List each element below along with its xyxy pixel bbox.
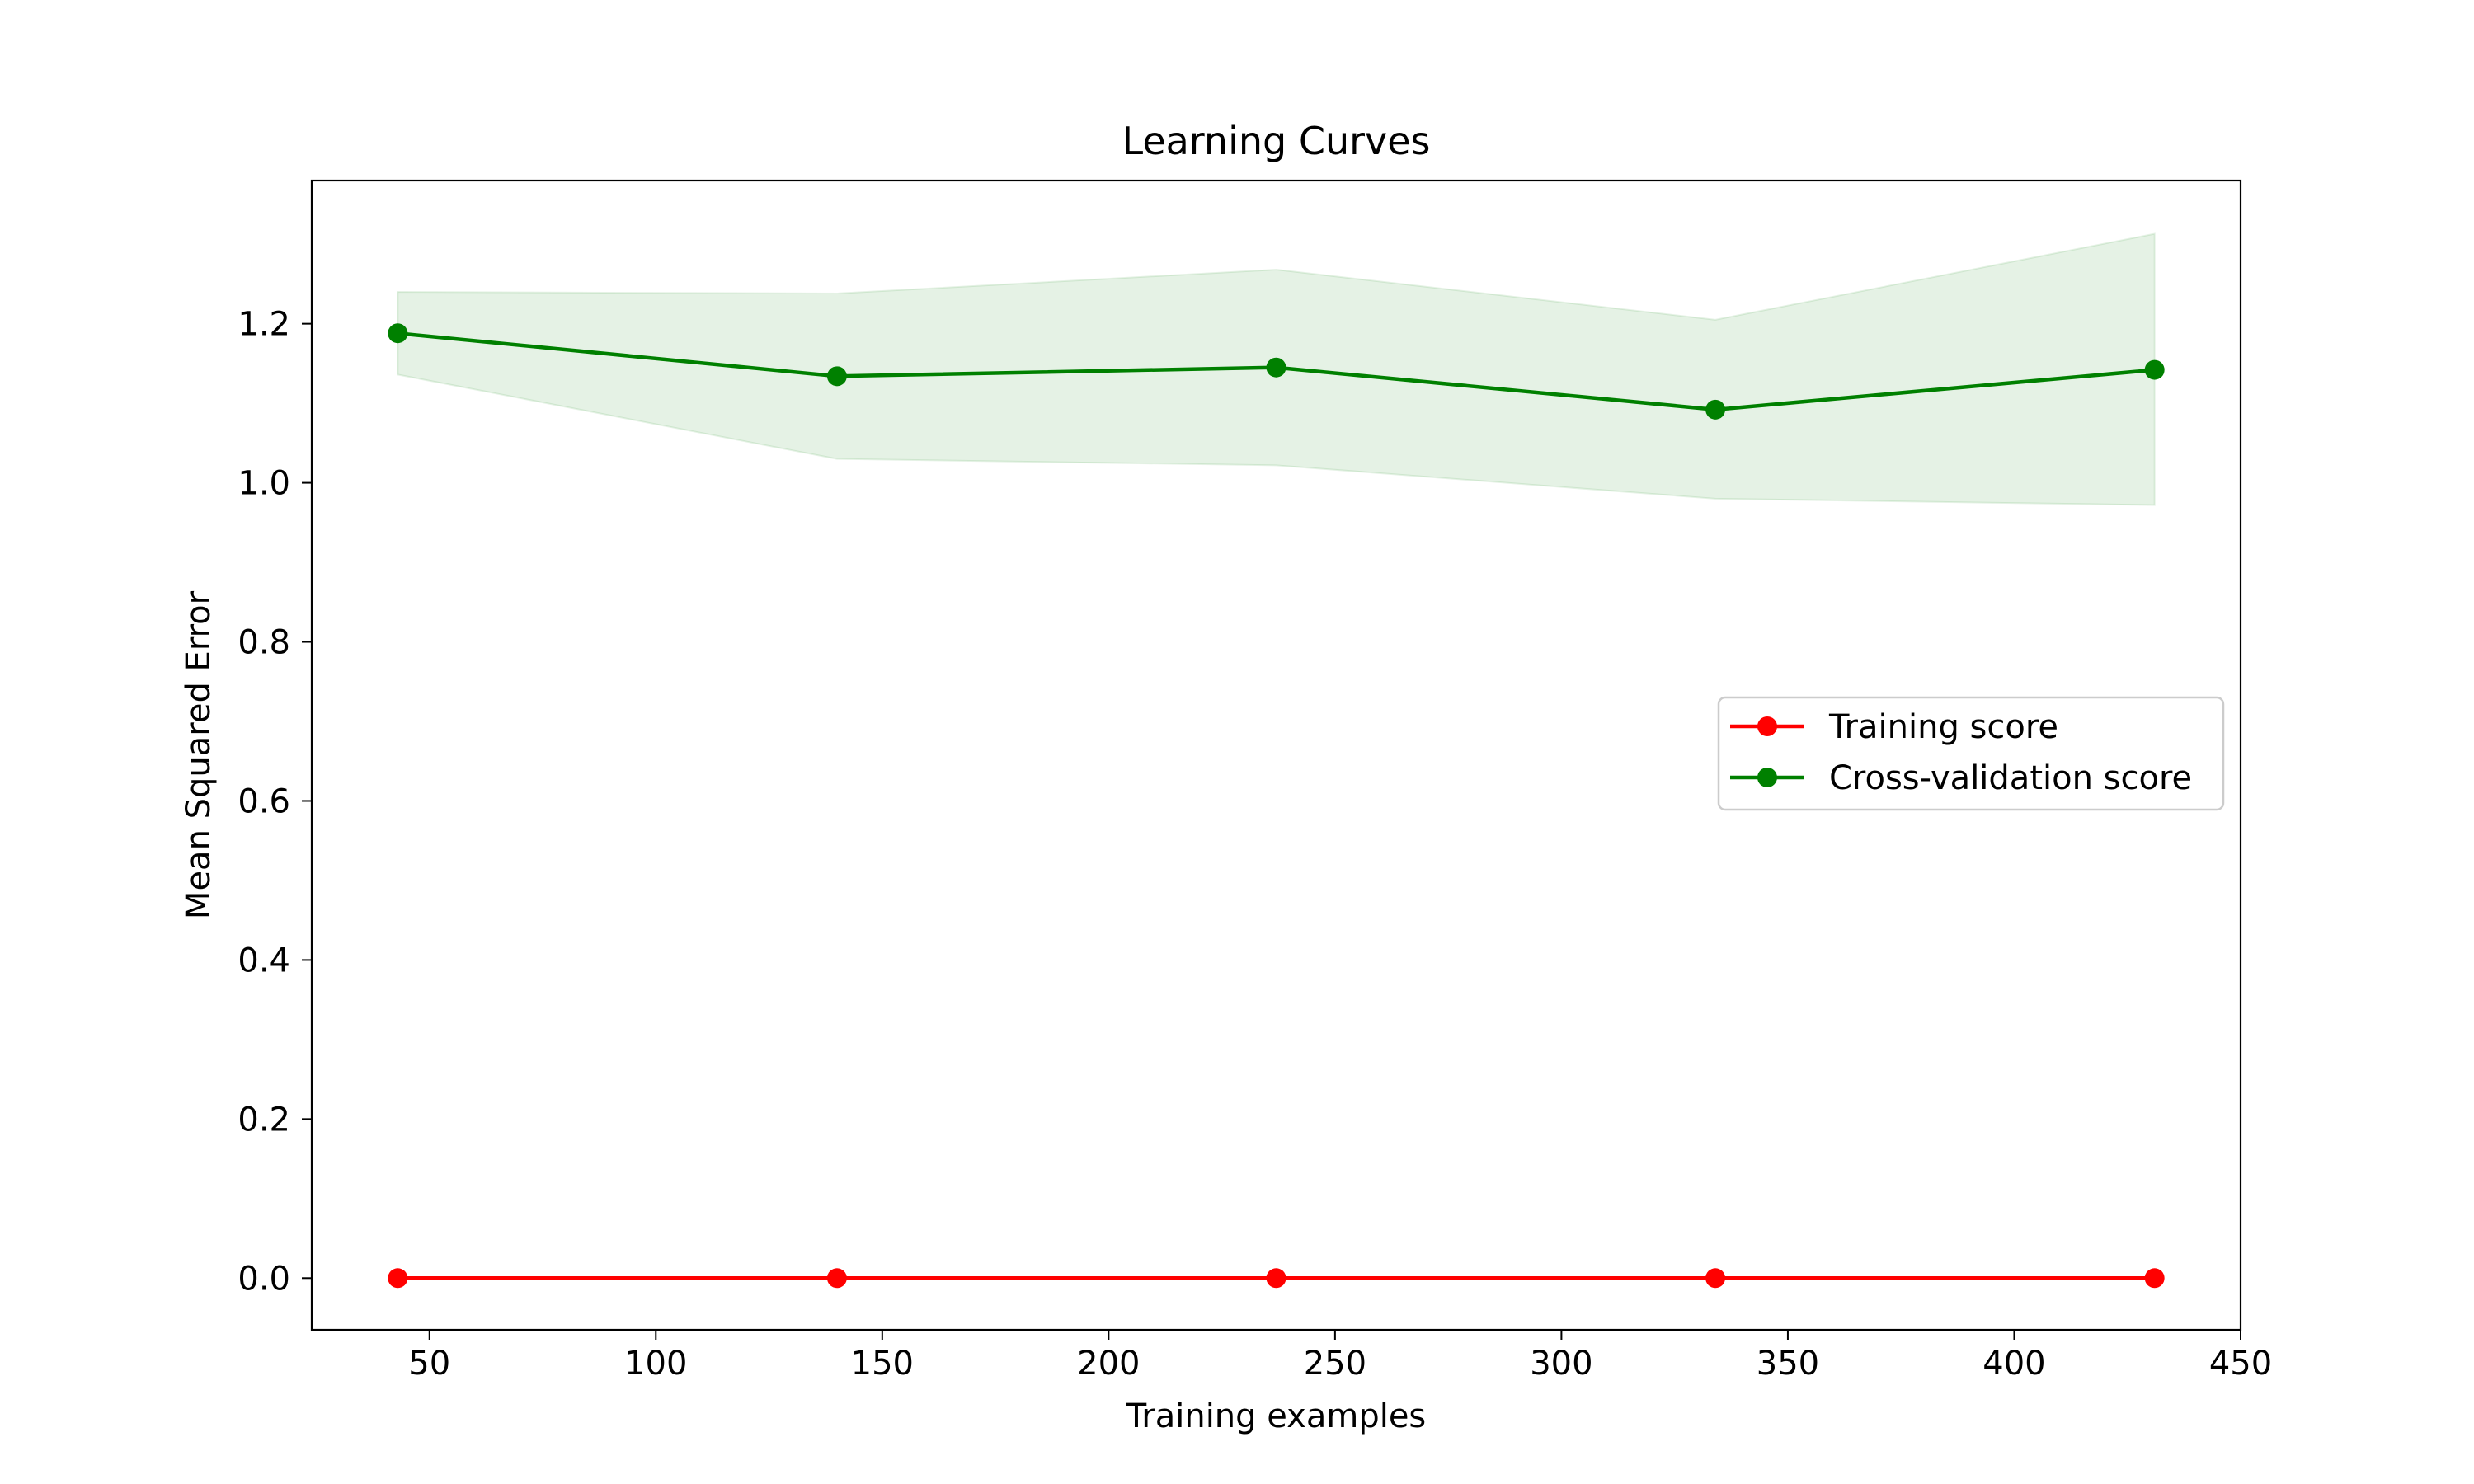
y-tick-label: 0.0 bbox=[238, 1260, 290, 1298]
legend-marker-training bbox=[1757, 716, 1777, 736]
y-tick-label: 1.0 bbox=[238, 465, 290, 503]
cross-validation-score-point bbox=[1705, 399, 1726, 420]
x-tick-label: 200 bbox=[1077, 1345, 1140, 1383]
x-tick-label: 150 bbox=[851, 1345, 914, 1383]
cross-validation-score-point bbox=[2144, 359, 2165, 380]
y-tick-label: 1.2 bbox=[238, 306, 290, 344]
y-tick-label: 0.2 bbox=[238, 1101, 290, 1139]
x-tick-label: 100 bbox=[624, 1345, 687, 1383]
cross-validation-score-point bbox=[388, 323, 408, 344]
y-tick-label: 0.6 bbox=[238, 782, 290, 820]
x-tick-label: 50 bbox=[408, 1345, 450, 1383]
x-axis-label: Training examples bbox=[1126, 1397, 1427, 1435]
training-score-point bbox=[1705, 1268, 1726, 1289]
legend-marker-cross-validation bbox=[1757, 768, 1777, 787]
plot-area-frame bbox=[310, 179, 2242, 1331]
training-score-point bbox=[1266, 1268, 1286, 1289]
legend-label-cross-validation: Cross-validation score bbox=[1829, 759, 2192, 797]
legend: Training score Cross-validation score bbox=[1717, 696, 2225, 811]
x-axis: 50 100 150 200 250 300 350 400 450 bbox=[408, 1330, 2272, 1383]
x-tick-label: 450 bbox=[2209, 1345, 2272, 1383]
training-score-point bbox=[388, 1268, 408, 1289]
x-tick-label: 250 bbox=[1304, 1345, 1366, 1383]
chart-title: Learning Curves bbox=[1122, 119, 1431, 163]
y-axis-label: Mean Squared Error bbox=[180, 590, 218, 919]
x-tick-label: 350 bbox=[1757, 1345, 1819, 1383]
cross-validation-score-point bbox=[1266, 357, 1286, 378]
training-score-point bbox=[826, 1268, 847, 1289]
y-axis: 0.0 0.2 0.4 0.6 0.8 1.0 1.2 bbox=[238, 306, 312, 1298]
x-tick-label: 400 bbox=[1982, 1345, 2045, 1383]
training-score-point bbox=[2144, 1268, 2165, 1289]
x-tick-label: 300 bbox=[1530, 1345, 1592, 1383]
legend-box bbox=[1717, 696, 2225, 811]
y-tick-label: 0.8 bbox=[238, 624, 290, 662]
cross-validation-score-point bbox=[826, 366, 847, 387]
series-points bbox=[388, 323, 2165, 1289]
legend-label-training: Training score bbox=[1828, 708, 2058, 746]
y-tick-label: 0.4 bbox=[238, 942, 290, 979]
